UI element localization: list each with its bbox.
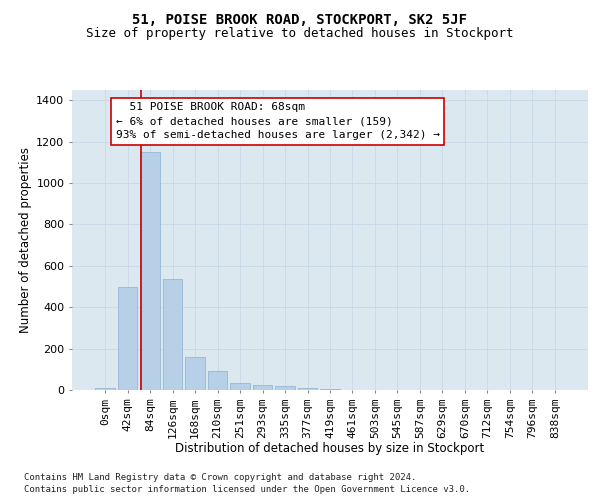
X-axis label: Distribution of detached houses by size in Stockport: Distribution of detached houses by size … bbox=[175, 442, 485, 456]
Text: Contains HM Land Registry data © Crown copyright and database right 2024.: Contains HM Land Registry data © Crown c… bbox=[24, 472, 416, 482]
Bar bbox=[320, 389, 340, 390]
Y-axis label: Number of detached properties: Number of detached properties bbox=[19, 147, 32, 333]
Text: 51, POISE BROOK ROAD, STOCKPORT, SK2 5JF: 51, POISE BROOK ROAD, STOCKPORT, SK2 5JF bbox=[133, 12, 467, 26]
Text: Contains public sector information licensed under the Open Government Licence v3: Contains public sector information licen… bbox=[24, 485, 470, 494]
Bar bbox=[163, 280, 182, 390]
Bar bbox=[275, 386, 295, 390]
Bar bbox=[118, 286, 137, 390]
Bar bbox=[140, 152, 160, 390]
Bar bbox=[185, 357, 205, 390]
Bar bbox=[208, 372, 227, 390]
Bar bbox=[95, 388, 115, 390]
Bar bbox=[298, 388, 317, 390]
Bar bbox=[230, 383, 250, 390]
Bar bbox=[253, 385, 272, 390]
Text: Size of property relative to detached houses in Stockport: Size of property relative to detached ho… bbox=[86, 28, 514, 40]
Text: 51 POISE BROOK ROAD: 68sqm
← 6% of detached houses are smaller (159)
93% of semi: 51 POISE BROOK ROAD: 68sqm ← 6% of detac… bbox=[116, 102, 440, 141]
